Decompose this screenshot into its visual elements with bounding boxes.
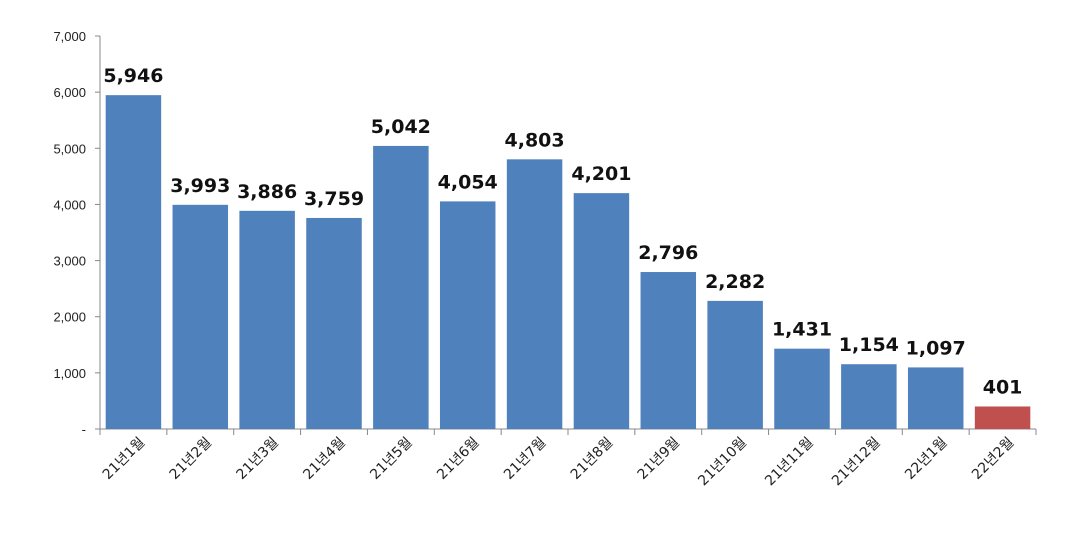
bar	[306, 217, 362, 429]
bar	[907, 367, 964, 429]
data-label: 401	[983, 376, 1023, 398]
x-tick-label: 21년12월	[829, 435, 884, 490]
data-label: 5,042	[371, 116, 431, 138]
data-label: 1,154	[839, 334, 899, 356]
y-tick-label: 5,000	[53, 141, 86, 156]
bar	[774, 348, 830, 429]
data-label: 4,054	[438, 171, 498, 193]
x-tick-label: 21년11월	[762, 435, 817, 490]
y-tick-label: 1,000	[53, 366, 86, 381]
y-tick-label: 4,000	[53, 197, 86, 212]
x-tick-label: 21년3월	[234, 435, 282, 483]
data-label: 4,803	[505, 129, 565, 151]
bar	[573, 193, 630, 429]
bar	[974, 406, 1031, 429]
data-label: 3,993	[170, 175, 230, 197]
y-tick-label: 3,000	[53, 254, 86, 269]
x-tick-label: 21년9월	[635, 435, 683, 483]
data-label: 2,282	[705, 271, 765, 293]
x-tick-label: 22년2월	[969, 435, 1017, 483]
bar	[105, 95, 162, 430]
x-tick-label: 21년4월	[300, 435, 348, 483]
bar	[506, 159, 563, 429]
y-tick-label: 2,000	[53, 310, 86, 325]
bar	[172, 204, 229, 429]
bar	[373, 145, 429, 429]
data-labels: 5,946 3,993 3,886 3,759 5,042 4,054 4,803 4,201…	[103, 65, 1022, 398]
data-label: 1,097	[906, 337, 966, 359]
y-axis: - 1,000 2,000 3,000 4,000 5,000 6,000 7,000	[53, 29, 101, 437]
x-tick-label: 22년1월	[902, 435, 950, 483]
x-tick-label: 21년6월	[434, 435, 482, 483]
data-label: 1,431	[772, 319, 832, 341]
x-tick-label: 21년10월	[695, 435, 750, 490]
bar	[439, 201, 496, 429]
x-axis: 21년1월 21년2월 21년3월 21년4월 21년5월 21년6월 21년7월 21년8월…	[99, 428, 1037, 490]
data-label: 2,796	[638, 242, 698, 264]
data-label: 4,201	[571, 163, 631, 185]
bar	[239, 210, 295, 429]
data-label: 3,886	[237, 181, 297, 203]
bar	[841, 364, 897, 429]
x-tick-label: 21년1월	[100, 435, 148, 483]
y-tick-label: 6,000	[53, 85, 86, 100]
bar	[707, 300, 763, 429]
x-tick-label: 21년7월	[501, 435, 549, 483]
y-tick-label: -	[82, 422, 86, 437]
bar	[640, 272, 697, 429]
data-label: 3,759	[304, 188, 364, 210]
x-tick-label: 21년8월	[568, 435, 616, 483]
x-tick-label: 21년5월	[367, 435, 415, 483]
y-tick-label: 7,000	[53, 29, 86, 44]
x-tick-label: 21년2월	[167, 435, 215, 483]
data-label: 5,946	[103, 65, 163, 87]
bars	[105, 95, 1031, 430]
